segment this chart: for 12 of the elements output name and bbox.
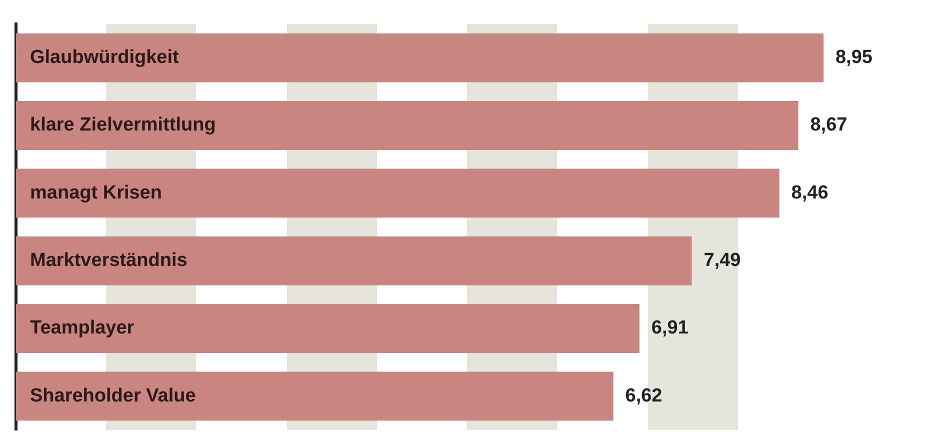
y-tick-label: Teamplayer [30,318,135,339]
y-tick-label: klare Zielvermittlung [30,114,216,136]
data-label: 8,95 [835,47,873,68]
data-label: 6,91 [651,318,689,339]
y-tick-label: Marktverständnis [30,250,188,272]
data-label: 8,46 [791,182,828,204]
data-label: 6,62 [625,385,662,406]
data-label: 8,67 [810,114,848,136]
data-label: 7,49 [704,250,741,272]
y-tick-label: Glaubwürdigkeit [30,47,180,68]
y-tick-label: Shareholder Value [30,385,196,406]
y-tick-label: managt Krisen [30,182,162,204]
